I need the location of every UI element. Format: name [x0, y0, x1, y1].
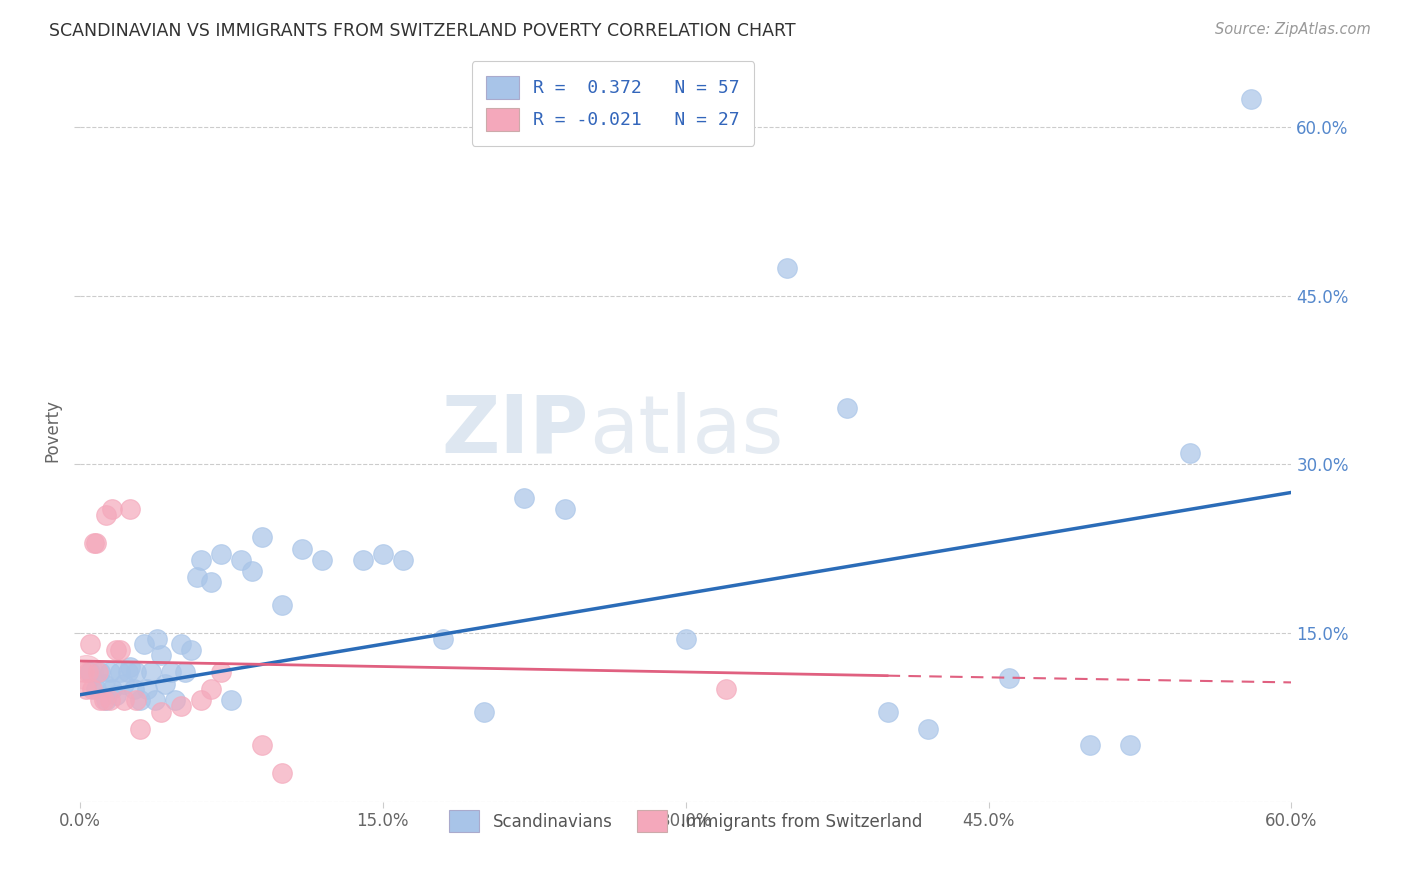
Legend: Scandinavians, Immigrants from Switzerland: Scandinavians, Immigrants from Switzerla…	[436, 797, 935, 846]
Point	[94, 693, 117, 707]
Point	[200, 682, 222, 697]
Point	[105, 642, 128, 657]
Point	[83, 536, 105, 550]
Point	[79, 665, 101, 680]
Point	[129, 693, 152, 707]
Point	[997, 671, 1019, 685]
Text: atlas: atlas	[589, 392, 783, 469]
Point	[89, 693, 111, 707]
Point	[110, 642, 132, 657]
Point	[98, 693, 121, 707]
Point	[392, 553, 415, 567]
Point	[231, 553, 253, 567]
Point	[112, 676, 135, 690]
Point	[186, 570, 208, 584]
Point	[153, 676, 176, 690]
Point	[371, 547, 394, 561]
Point	[240, 564, 263, 578]
Point	[129, 722, 152, 736]
Point	[1078, 739, 1101, 753]
Point	[101, 502, 124, 516]
Point	[89, 665, 111, 680]
Point	[1180, 446, 1202, 460]
Text: SCANDINAVIAN VS IMMIGRANTS FROM SWITZERLAND POVERTY CORRELATION CHART: SCANDINAVIAN VS IMMIGRANTS FROM SWITZERL…	[49, 22, 796, 40]
Point	[105, 688, 128, 702]
Point	[180, 642, 202, 657]
Point	[84, 536, 107, 550]
Point	[200, 575, 222, 590]
Point	[134, 637, 156, 651]
Point	[173, 665, 195, 680]
Point	[87, 665, 110, 680]
Point	[125, 665, 148, 680]
Point	[432, 632, 454, 646]
Point	[110, 665, 132, 680]
Point	[837, 401, 859, 416]
Point	[101, 682, 124, 697]
Point	[472, 705, 495, 719]
Point	[1119, 739, 1142, 753]
Point	[79, 637, 101, 651]
Text: ZIP: ZIP	[441, 392, 589, 469]
Point	[117, 665, 139, 680]
Point	[917, 722, 939, 736]
Point	[75, 665, 97, 680]
Point	[170, 698, 193, 713]
Point	[125, 693, 148, 707]
Point	[291, 541, 314, 556]
Y-axis label: Poverty: Poverty	[44, 399, 60, 462]
Point	[73, 665, 96, 680]
Point	[270, 766, 292, 780]
Point	[120, 502, 142, 516]
Point	[270, 598, 292, 612]
Point	[170, 637, 193, 651]
Point	[190, 553, 212, 567]
Point	[135, 682, 157, 697]
Point	[513, 491, 536, 505]
Point	[876, 705, 898, 719]
Point	[139, 665, 162, 680]
Point	[143, 693, 166, 707]
Point	[553, 502, 575, 516]
Point	[714, 682, 737, 697]
Text: Source: ZipAtlas.com: Source: ZipAtlas.com	[1215, 22, 1371, 37]
Point	[75, 682, 97, 697]
Point	[163, 693, 186, 707]
Point	[93, 676, 115, 690]
Point	[145, 632, 167, 646]
Point	[250, 530, 273, 544]
Point	[112, 693, 135, 707]
Point	[775, 260, 797, 275]
Point	[190, 693, 212, 707]
Point	[77, 665, 100, 680]
Point	[311, 553, 333, 567]
Point	[675, 632, 697, 646]
Point	[84, 682, 107, 697]
Point	[80, 682, 103, 697]
Point	[209, 547, 232, 561]
Point	[93, 693, 115, 707]
Point	[209, 665, 232, 680]
Point	[124, 682, 146, 697]
Point	[98, 665, 121, 680]
Point	[94, 508, 117, 522]
Point	[120, 659, 142, 673]
Point	[159, 665, 181, 680]
Point	[1240, 92, 1263, 106]
Point	[250, 739, 273, 753]
Point	[221, 693, 243, 707]
Point	[149, 648, 172, 663]
Point	[352, 553, 374, 567]
Point	[149, 705, 172, 719]
